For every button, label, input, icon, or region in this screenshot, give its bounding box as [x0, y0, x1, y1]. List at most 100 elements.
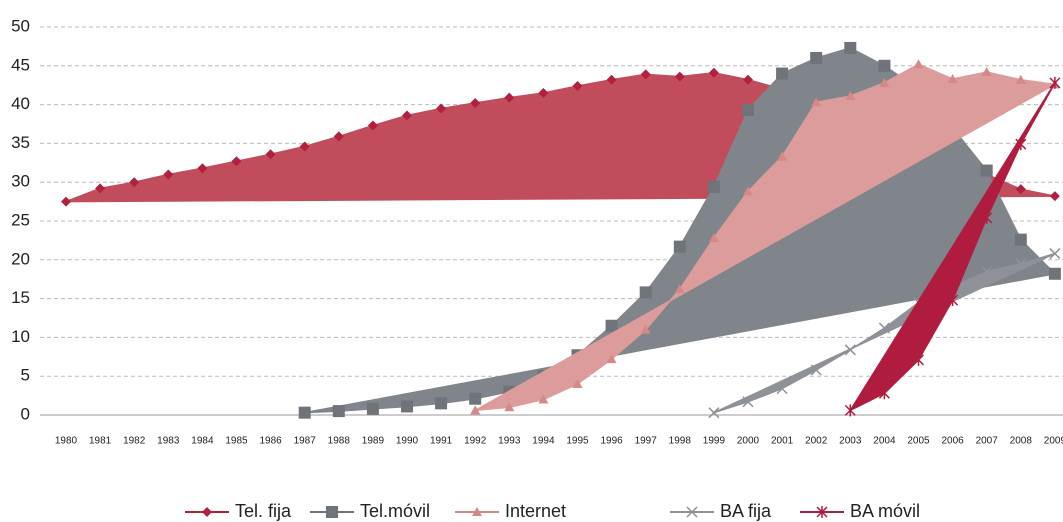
series-area	[713, 252, 1056, 414]
y-tick-label: 0	[21, 404, 30, 423]
marker	[878, 322, 890, 334]
marker	[197, 163, 208, 174]
marker	[538, 87, 549, 98]
marker	[401, 400, 413, 413]
x-tick-label: 2007	[976, 436, 999, 447]
y-tick-label: 45	[11, 55, 30, 74]
marker	[708, 233, 719, 243]
marker	[947, 73, 958, 83]
marker	[981, 265, 993, 277]
marker	[435, 397, 448, 410]
marker	[810, 52, 823, 65]
x-tick-label: 1991	[430, 436, 453, 447]
x-tick-label: 2006	[941, 436, 964, 447]
marker	[639, 286, 652, 299]
x-tick-label: 1980	[55, 436, 78, 447]
x-tick-label: 1985	[225, 436, 248, 447]
y-tick-label: 25	[11, 210, 30, 229]
marker	[878, 387, 890, 400]
marker	[640, 69, 651, 80]
marker	[504, 402, 515, 412]
marker	[816, 506, 828, 518]
marker	[469, 392, 482, 405]
x-tick-label: 1981	[89, 436, 112, 447]
y-tick-label: 15	[11, 288, 30, 307]
series-area	[848, 82, 1056, 413]
marker	[470, 405, 481, 415]
marker	[777, 151, 788, 161]
x-tick-label: 2002	[805, 436, 828, 447]
x-tick-label: 1993	[498, 436, 521, 447]
marker	[844, 41, 857, 54]
marker	[844, 344, 856, 356]
x-tick-label: 1989	[362, 436, 385, 447]
marker	[538, 394, 549, 404]
marker	[332, 405, 345, 418]
y-tick-label: 50	[11, 16, 30, 35]
x-tick-label: 1988	[328, 436, 351, 447]
y-tick-label: 10	[11, 327, 30, 346]
marker	[129, 177, 140, 188]
x-tick-label: 1999	[703, 436, 726, 447]
x-tick-label: 1996	[600, 436, 623, 447]
marker	[1015, 184, 1026, 195]
x-tick-label: 1994	[532, 436, 555, 447]
marker	[981, 67, 992, 77]
legend-item: BA fija	[670, 501, 772, 521]
legend-label: Tel. fija	[235, 501, 292, 521]
marker	[504, 92, 515, 103]
marker	[878, 59, 891, 72]
x-tick-label: 1984	[191, 436, 214, 447]
legend-label: Tel.móvil	[360, 501, 430, 521]
x-tick-label: 2004	[873, 436, 896, 447]
marker	[844, 404, 856, 417]
x-tick-label: 2005	[907, 436, 930, 447]
marker	[572, 80, 583, 91]
marker	[811, 97, 822, 107]
y-tick-label: 30	[11, 172, 30, 191]
marker	[708, 407, 720, 419]
marker	[572, 378, 583, 388]
x-tick-label: 1987	[294, 436, 317, 447]
x-tick-label: 2008	[1010, 436, 1033, 447]
marker	[980, 164, 993, 177]
marker	[743, 186, 753, 196]
legend-item: BA móvil	[800, 501, 920, 521]
x-tick-label: 1997	[635, 436, 658, 447]
marker	[333, 131, 344, 142]
marker	[913, 59, 924, 69]
x-tick-label: 1995	[566, 436, 589, 447]
marker	[845, 91, 856, 101]
y-tick-label: 35	[11, 133, 30, 152]
marker	[1015, 258, 1027, 270]
x-tick-label: 1992	[464, 436, 487, 447]
marker	[231, 156, 242, 167]
y-tick-label: 20	[11, 249, 30, 268]
legend-item: Tel. fija	[185, 501, 292, 521]
marker	[1015, 74, 1026, 84]
x-tick-label: 1998	[669, 436, 692, 447]
x-tick-label: 1982	[123, 436, 146, 447]
marker	[981, 211, 993, 224]
marker	[472, 507, 482, 516]
legend-label: BA móvil	[850, 501, 920, 521]
marker	[879, 77, 890, 87]
marker	[708, 67, 719, 78]
marker	[298, 406, 311, 419]
legend-label: Internet	[505, 501, 566, 521]
marker	[640, 324, 651, 334]
marker	[742, 104, 754, 117]
legend-label: BA fija	[720, 501, 772, 521]
y-tick-label: 40	[11, 94, 30, 113]
marker	[1014, 233, 1027, 246]
marker	[470, 98, 481, 109]
marker	[707, 180, 720, 193]
marker	[606, 354, 617, 364]
x-tick-label: 1986	[259, 436, 282, 447]
marker	[606, 74, 617, 85]
marker	[1049, 76, 1061, 89]
marker	[163, 169, 174, 180]
marker	[265, 149, 276, 160]
marker	[686, 506, 698, 518]
